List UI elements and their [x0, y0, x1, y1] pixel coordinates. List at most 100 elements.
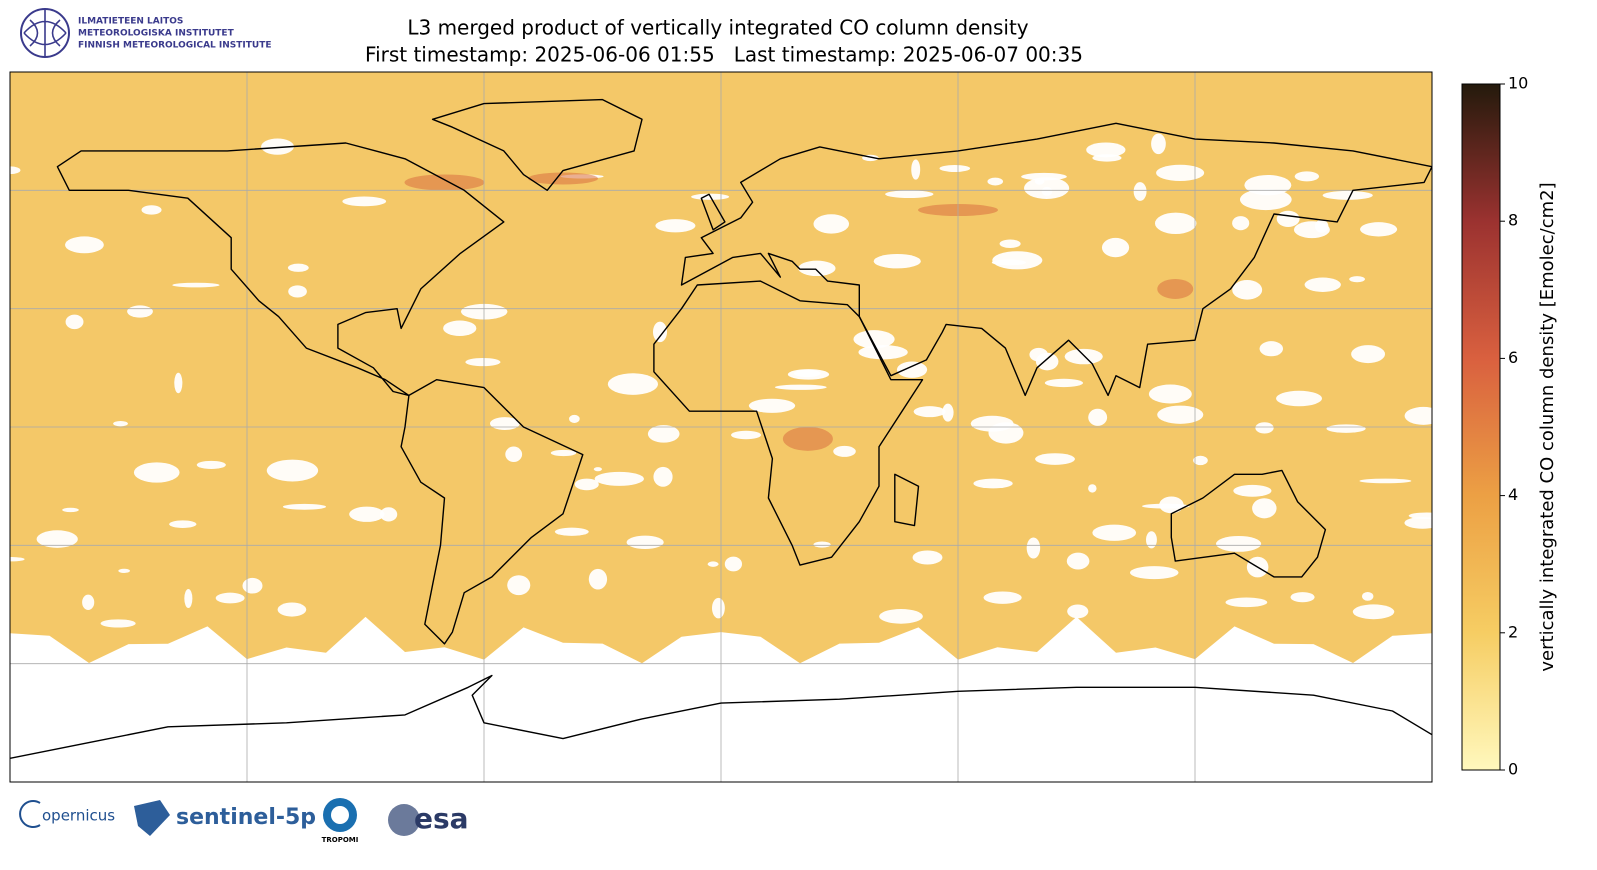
cloud-gap	[731, 430, 762, 440]
coastline	[400, 379, 584, 645]
cloud-gap	[987, 177, 1004, 186]
cloud-gap	[1232, 216, 1250, 231]
cloud-gap	[65, 236, 104, 254]
cloud-gap	[1044, 378, 1084, 388]
cloud-gap	[813, 214, 850, 234]
cloud-gap	[1193, 455, 1208, 466]
cloud-gap	[282, 503, 327, 510]
coastline	[680, 122, 1432, 397]
logo-text: opernicus	[42, 807, 115, 825]
cloud-gap	[593, 467, 602, 472]
cloud-gap	[261, 138, 294, 155]
coastline	[10, 674, 1432, 759]
cloud-gap	[879, 609, 923, 624]
cloud-gap	[1026, 537, 1041, 559]
cloud-gap	[36, 530, 78, 548]
fmi-logo: ILMATIETEEN LAITOS METEOROLOGISKA INSTIT…	[20, 8, 272, 58]
cloud-gap	[1092, 524, 1137, 541]
high-co-area	[1157, 278, 1194, 299]
cloud-gap	[349, 506, 385, 522]
colorbar-tick-label: 8	[1508, 211, 1518, 230]
cloud-gap	[100, 619, 136, 628]
cloud-gap	[1130, 566, 1179, 580]
cloud-gap	[505, 446, 523, 463]
logo-text: TROPOMI	[322, 836, 359, 844]
cloud-gap	[1064, 348, 1103, 365]
cloud-gap	[873, 253, 921, 269]
cloud-gap	[896, 361, 928, 378]
footer-logos: opernicus sentinel-5p TROPOMI esa	[19, 798, 469, 844]
cloud-gap	[913, 406, 946, 418]
cloud-gap	[574, 478, 599, 491]
cloud-gap	[65, 314, 84, 330]
colorbar-tick-label: 10	[1508, 74, 1528, 93]
cloud-gap	[885, 190, 934, 198]
cloud-gap	[1101, 237, 1130, 258]
cloud-gap	[215, 592, 245, 604]
cloud-gap	[748, 398, 796, 413]
cloud-gap	[1088, 484, 1097, 493]
org-line: METEOROLOGISKA INSTITUTET	[78, 29, 235, 39]
cloud-gap	[1225, 597, 1268, 608]
esa-icon	[388, 804, 420, 836]
copernicus-c	[19, 800, 41, 828]
tropomi-icon	[331, 806, 349, 824]
cloud-gap	[1066, 552, 1090, 570]
cloud-gap	[569, 414, 580, 423]
cloud-gap	[1151, 133, 1166, 155]
cloud-gap	[1021, 172, 1067, 181]
title: L3 merged product of vertically integrat…	[407, 16, 1028, 40]
cloud-gap	[1088, 408, 1108, 426]
cloud-gap	[973, 478, 1013, 489]
cloud-gap	[999, 239, 1021, 249]
cloud-gap	[465, 357, 501, 367]
high-co-area	[782, 426, 833, 451]
cloud-gap	[82, 594, 95, 610]
cloud-gap	[288, 285, 307, 298]
cloud-gap	[1404, 406, 1432, 425]
cloud-gap	[911, 159, 921, 180]
cloud-gap	[1067, 604, 1089, 619]
cloud-gap	[184, 588, 193, 609]
colorbar-tick-label: 0	[1508, 760, 1518, 779]
colorbar-label: vertically integrated CO column density …	[1537, 182, 1558, 671]
cloud-gap	[1157, 405, 1204, 424]
subtitle: First timestamp: 2025-06-06 01:55 Last t…	[365, 43, 1083, 67]
coastline	[431, 98, 643, 192]
cloud-gap	[1252, 498, 1277, 519]
cloud-gap	[858, 345, 908, 360]
cloud-gap	[1154, 212, 1197, 235]
sentinel-icon	[134, 800, 170, 836]
cloud-gap	[1141, 503, 1190, 509]
cloud-gap	[833, 445, 856, 457]
cloud-gap	[1276, 390, 1323, 407]
cloud-gap	[939, 164, 971, 172]
coastline	[1170, 469, 1327, 578]
cloud-gap	[1255, 422, 1274, 434]
logo-text: esa	[414, 802, 469, 835]
cloud-gap	[655, 219, 696, 233]
cloud-gap	[1404, 517, 1432, 529]
cloud-gap	[133, 462, 180, 483]
cloud-gap	[380, 507, 398, 522]
cloud-gap	[277, 602, 307, 617]
org-line: ILMATIETEEN LAITOS	[78, 17, 183, 27]
cloud-gap	[1156, 164, 1205, 181]
colorbar-tick-label: 4	[1508, 485, 1518, 504]
cloud-gap	[1290, 592, 1315, 603]
cloud-gap	[1276, 210, 1300, 228]
cloud-gap	[853, 330, 895, 349]
cloud-gap	[1294, 171, 1320, 182]
cloud-gap	[1216, 535, 1262, 552]
cloud-gap	[10, 166, 21, 175]
cloud-gap	[1239, 188, 1292, 211]
cloud-gap	[113, 420, 128, 427]
coastline	[700, 193, 726, 231]
cloud-gap	[1024, 177, 1070, 200]
cloud-gap	[550, 449, 577, 457]
cloud-gap	[711, 597, 725, 619]
cloud-gap	[1349, 276, 1365, 283]
cloud-gap	[652, 321, 668, 343]
cloud-gap	[707, 561, 719, 567]
